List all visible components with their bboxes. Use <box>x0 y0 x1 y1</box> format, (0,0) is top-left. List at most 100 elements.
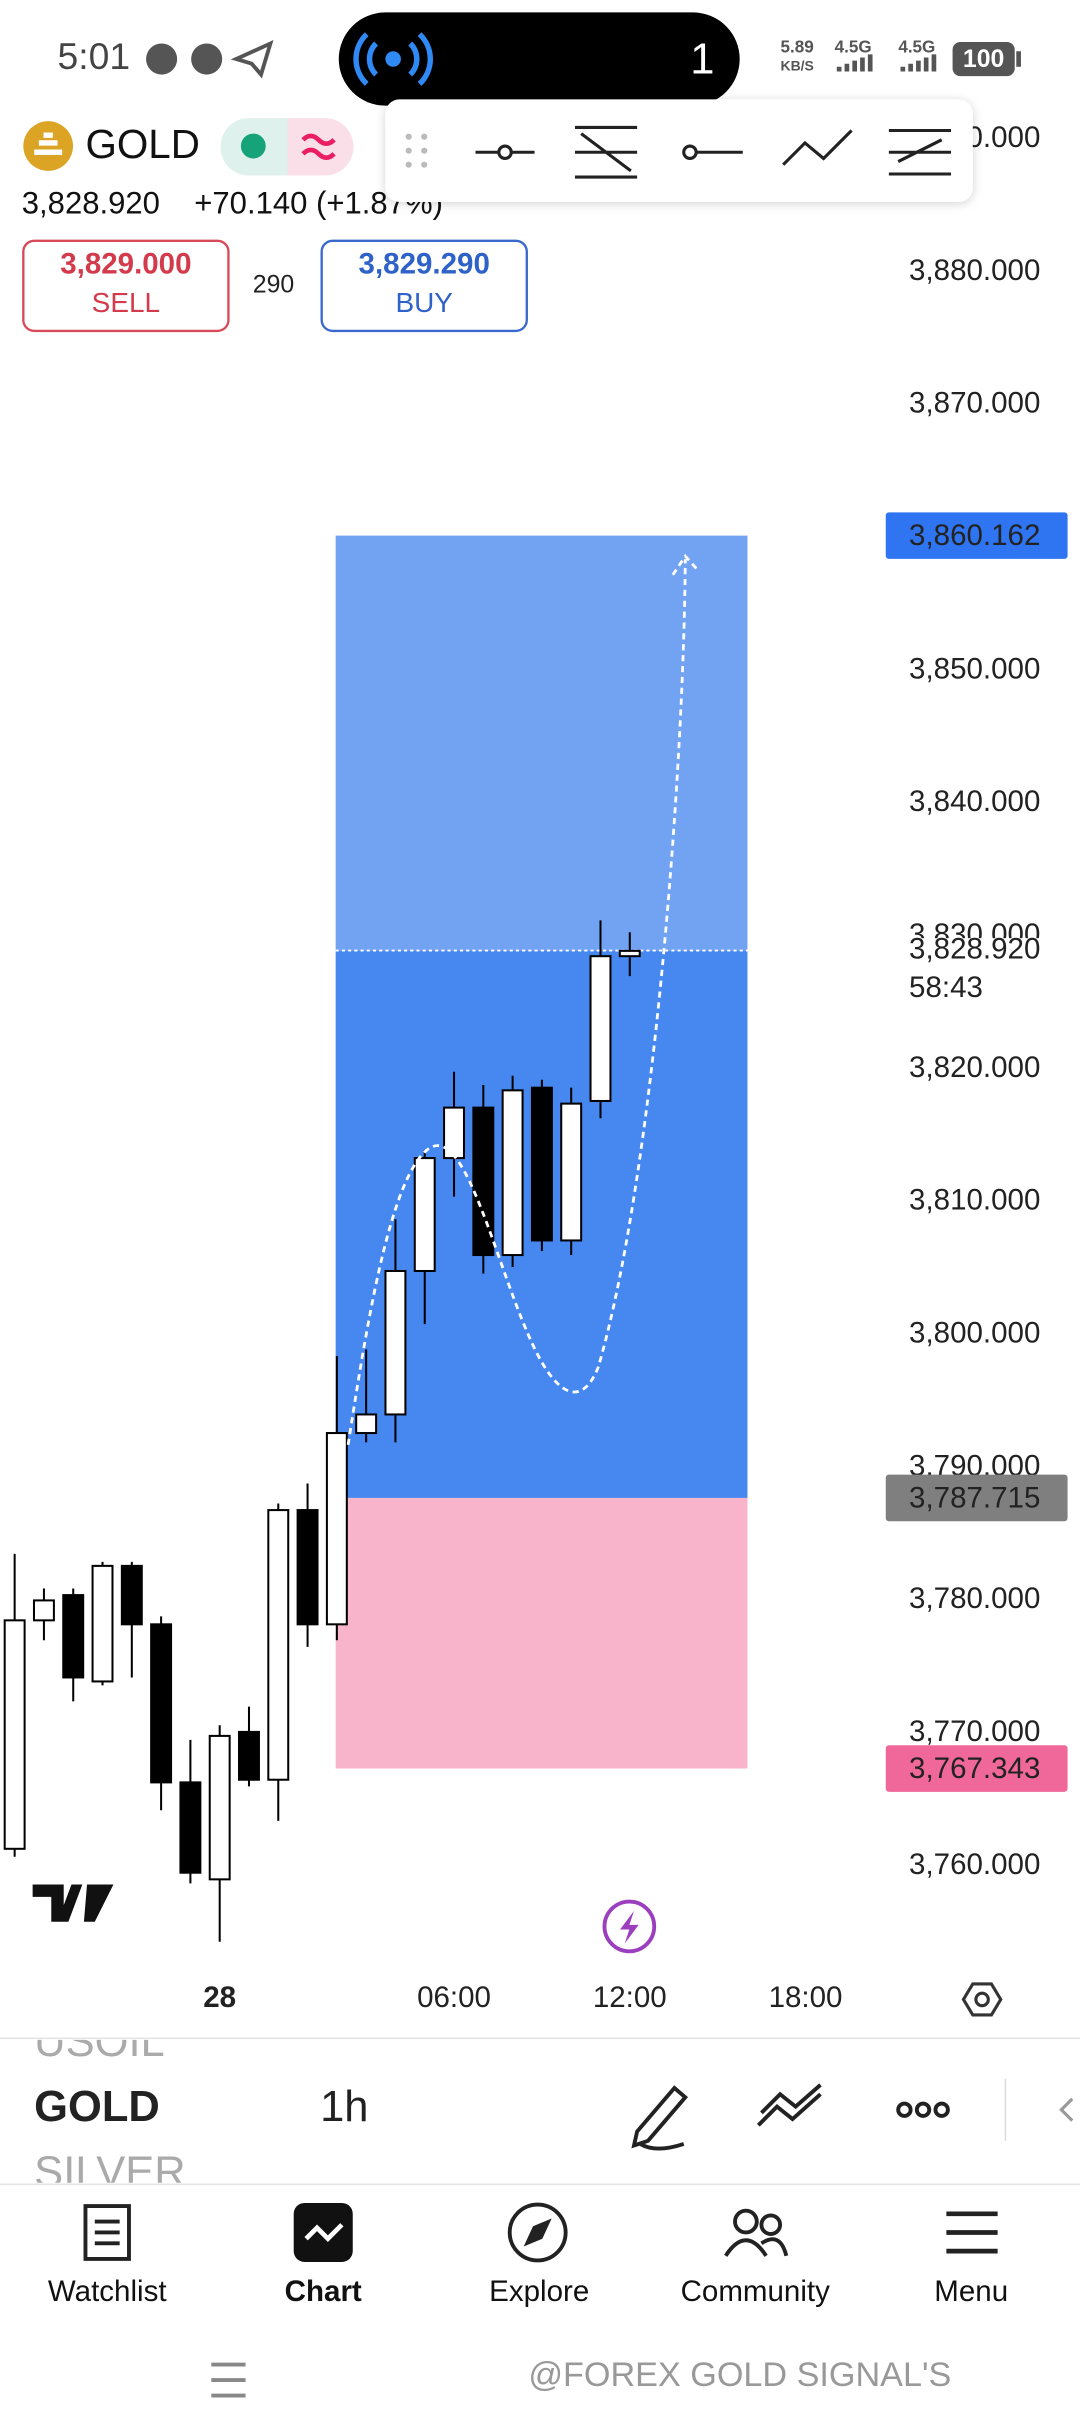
last-price: 3,828.920 <box>22 185 160 220</box>
last-price-tag: 3,828.920 <box>909 932 1040 965</box>
candle-body <box>120 1564 143 1626</box>
candle-body <box>530 1086 553 1242</box>
net-unit: KB/S <box>780 57 813 73</box>
position-zone <box>335 1497 748 1769</box>
tool-icon[interactable] <box>888 128 952 176</box>
buy-price: 3,829.290 <box>359 247 490 280</box>
explore-icon[interactable] <box>507 2202 568 2263</box>
price-tag <box>885 1745 1068 1792</box>
signal-label: 4.5G <box>835 38 872 57</box>
tool-icon <box>497 144 513 161</box>
y-tick-label: 3,770.000 <box>909 1715 1040 1748</box>
indicators-button[interactable] <box>756 2083 822 2127</box>
signal-bars <box>900 54 937 72</box>
clock: 5:01 <box>57 35 130 77</box>
nav-label[interactable]: Watchlist <box>48 2275 167 2308</box>
candle-body <box>238 1730 260 1781</box>
y-tick-label: 3,880.000 <box>909 254 1040 287</box>
battery <box>952 41 1015 77</box>
status-pill <box>287 118 354 176</box>
gold-bars <box>34 132 63 155</box>
candle-body <box>32 1599 55 1622</box>
nav-label[interactable]: Menu <box>934 2275 1008 2308</box>
candle-body <box>413 1157 436 1273</box>
nav-label[interactable]: Chart <box>285 2275 362 2308</box>
symbol-option[interactable]: SILVER <box>34 2148 186 2196</box>
y-tick-label: 3,840.000 <box>909 785 1040 818</box>
price-tag-label: 3,860.162 <box>909 519 1040 552</box>
candle-body <box>501 1089 524 1257</box>
candle-body <box>208 1734 231 1881</box>
y-tick-label: 3,780.000 <box>909 1582 1040 1615</box>
candle-body <box>618 949 641 958</box>
y-tick-label: 3,800.000 <box>909 1317 1040 1350</box>
symbol[interactable]: GOLD <box>85 121 199 167</box>
x-tick-label: 06:00 <box>417 1981 491 2014</box>
settings-icon <box>974 1991 990 2008</box>
signal-bars <box>836 54 873 72</box>
y-tick-label: 3,760.000 <box>909 1848 1040 1881</box>
watermark: @FOREX GOLD SIGNAL'S <box>528 2356 951 2394</box>
net-speed: 5.89 <box>781 38 814 57</box>
candle-body <box>355 1413 378 1435</box>
buy-label: BUY <box>395 287 453 318</box>
candle-body <box>472 1106 495 1257</box>
community-icon[interactable] <box>724 2208 789 2257</box>
candle-body <box>560 1102 583 1242</box>
y-tick-label: 3,870.000 <box>909 387 1040 420</box>
tool-icon <box>682 144 698 161</box>
candle-body <box>150 1623 173 1784</box>
broadcast-icon <box>385 51 401 67</box>
collapse-button[interactable] <box>1059 2097 1074 2122</box>
x-tick-label: 28 <box>203 1981 236 2014</box>
symbol-icon <box>23 121 74 171</box>
island-count: 1 <box>690 36 714 84</box>
candle-body <box>179 1781 202 1874</box>
projection-arrow <box>346 553 701 1446</box>
symbol-option[interactable]: USOIL <box>34 2018 165 2066</box>
candle-body <box>443 1106 465 1160</box>
position-zone <box>335 535 748 951</box>
broadcast-icon <box>353 32 434 86</box>
menu-icon[interactable] <box>946 2211 998 2254</box>
dynamic-island <box>338 12 740 106</box>
approx-icon <box>301 133 336 160</box>
y-tick-label: 3,850.000 <box>909 652 1040 685</box>
sell-button[interactable] <box>22 239 230 333</box>
y-tick-label: 3,820.000 <box>909 1051 1040 1084</box>
plot-area <box>0 535 879 1942</box>
y-tick-label: 3,810.000 <box>909 1184 1040 1217</box>
battery-level: 100 <box>963 45 1004 73</box>
buy-button[interactable] <box>320 239 528 333</box>
telegram-icon <box>230 39 274 79</box>
price-tag <box>885 1474 1068 1522</box>
sell-price: 3,829.000 <box>60 247 191 280</box>
candle-body <box>91 1564 114 1683</box>
tool-icon[interactable] <box>574 125 638 179</box>
lightning-button[interactable] <box>602 1899 657 1954</box>
tradingview-logo <box>32 1884 114 1922</box>
system-menu[interactable] <box>211 2362 246 2398</box>
more-button[interactable] <box>896 2101 950 2118</box>
explore-icon <box>523 2218 552 2247</box>
symbol-option[interactable]: GOLD <box>34 2083 160 2131</box>
sell-label: SELL <box>92 287 160 318</box>
countdown: 58:43 <box>909 971 983 1004</box>
chart-icon <box>304 2223 344 2242</box>
price-tag <box>885 512 1068 559</box>
tool-icon[interactable] <box>782 129 853 166</box>
signal-label: 4.5G <box>898 38 935 57</box>
drag-handle <box>405 133 428 168</box>
draw-button[interactable] <box>631 2085 689 2151</box>
watchlist-icon[interactable] <box>83 2204 131 2261</box>
price-tag-label: 3,787.715 <box>909 1481 1040 1514</box>
price-tag-label: 3,767.343 <box>909 1752 1040 1785</box>
interval[interactable]: 1h <box>320 2083 368 2131</box>
candle-body <box>296 1509 319 1626</box>
nav-label[interactable]: Explore <box>489 2275 589 2308</box>
settings-icon[interactable] <box>961 1982 1003 2017</box>
candle-body <box>384 1269 407 1416</box>
nav-label[interactable]: Community <box>681 2275 831 2308</box>
